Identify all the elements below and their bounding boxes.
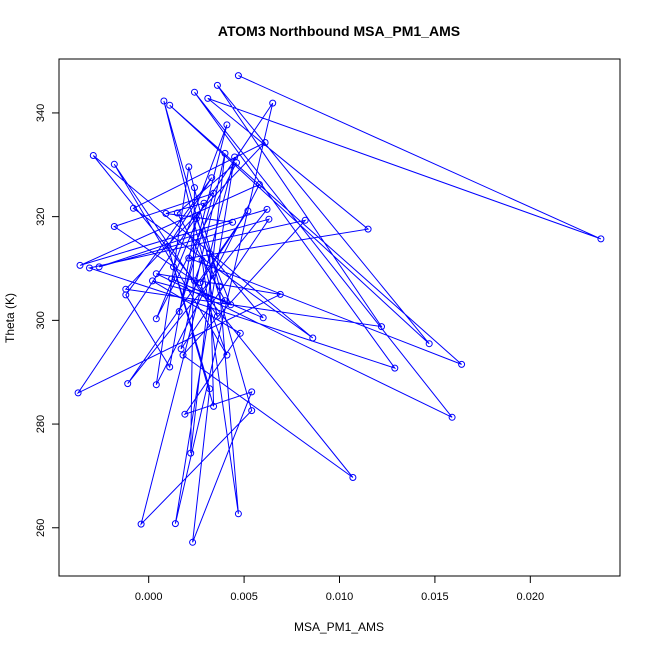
data-point (301, 216, 309, 224)
data-point (221, 149, 229, 157)
data-point (229, 218, 237, 226)
data-point (191, 277, 198, 285)
y-tick-label: 320 (35, 207, 47, 225)
data-point (248, 407, 256, 415)
data-point (206, 250, 214, 257)
data-point (95, 263, 103, 271)
data-point (248, 388, 256, 396)
data-point (86, 264, 93, 272)
x-tick-label: 0.000 (135, 591, 163, 603)
data-point (213, 312, 221, 320)
data-point (185, 254, 193, 262)
data-point (160, 97, 168, 105)
data-point (236, 329, 244, 337)
data-point (170, 263, 177, 271)
data-point (265, 215, 273, 223)
data-point (255, 181, 263, 188)
data-point (171, 520, 179, 528)
data-point (200, 199, 208, 207)
data-point (259, 314, 267, 322)
x-axis: 0.000 0.005 0.010 0.015 0.020 (135, 575, 545, 603)
data-point (364, 225, 372, 233)
data-point (208, 174, 216, 182)
x-tick-label: 0.020 (517, 591, 545, 603)
data-point (168, 275, 176, 283)
data-point (213, 81, 221, 89)
data-point (175, 308, 183, 315)
data-point (124, 380, 132, 388)
data-point (204, 94, 212, 102)
data-point (309, 334, 317, 342)
data-point (378, 323, 385, 331)
data-point (448, 413, 456, 421)
data-point (129, 204, 137, 212)
data-point (215, 282, 223, 290)
data-point (152, 315, 160, 323)
data-point (191, 88, 198, 96)
data-point (223, 351, 231, 359)
data-point (597, 235, 605, 243)
data-point (149, 277, 156, 285)
data-point (177, 345, 185, 353)
data-point (425, 340, 433, 348)
data-point (269, 99, 277, 107)
data-point (110, 160, 118, 168)
data-point (164, 242, 172, 250)
data-point (263, 205, 271, 213)
data-point (210, 189, 218, 197)
y-axis: 260 280 300 320 340 (35, 104, 60, 537)
data-point (223, 121, 231, 129)
series-line (76, 75, 602, 543)
data-point (179, 351, 187, 359)
data-point (349, 474, 357, 481)
data-point (191, 184, 198, 192)
data-point (122, 291, 130, 299)
x-tick-label: 0.015 (421, 591, 449, 603)
data-point (206, 385, 214, 393)
series-group (74, 72, 605, 546)
data-point (261, 139, 269, 146)
data-point (227, 301, 235, 309)
y-tick-label: 280 (35, 415, 47, 433)
data-point (458, 360, 466, 368)
data-point (89, 152, 97, 159)
x-tick-label: 0.005 (230, 591, 258, 603)
data-point (189, 538, 197, 546)
data-point (198, 256, 206, 264)
data-point (233, 159, 240, 167)
data-point (110, 223, 118, 230)
data-point (166, 363, 174, 371)
data-point (244, 207, 252, 215)
data-point (185, 163, 193, 171)
data-point (137, 520, 145, 528)
y-axis-label: Theta (K) (3, 293, 17, 343)
x-axis-label: MSA_PM1_AMS (294, 620, 384, 634)
data-point (166, 101, 174, 109)
data-point (173, 209, 181, 217)
y-tick-label: 260 (35, 519, 47, 537)
y-tick-label: 340 (35, 104, 47, 122)
data-point (391, 364, 399, 372)
data-point (234, 510, 242, 518)
data-point (162, 210, 170, 217)
data-point (76, 261, 84, 269)
data-point (192, 215, 200, 223)
chart-title: ATOM3 Northbound MSA_PM1_AMS (218, 23, 460, 39)
data-point (210, 402, 218, 410)
x-tick-label: 0.010 (326, 591, 354, 603)
data-point (276, 290, 284, 298)
data-point (152, 270, 160, 278)
data-point (221, 297, 229, 305)
data-point (187, 449, 195, 457)
data-point (234, 72, 242, 80)
plot-frame (58, 58, 621, 577)
data-point (181, 410, 189, 418)
y-tick-label: 300 (35, 311, 47, 329)
data-point (74, 389, 82, 397)
data-point (152, 381, 160, 389)
